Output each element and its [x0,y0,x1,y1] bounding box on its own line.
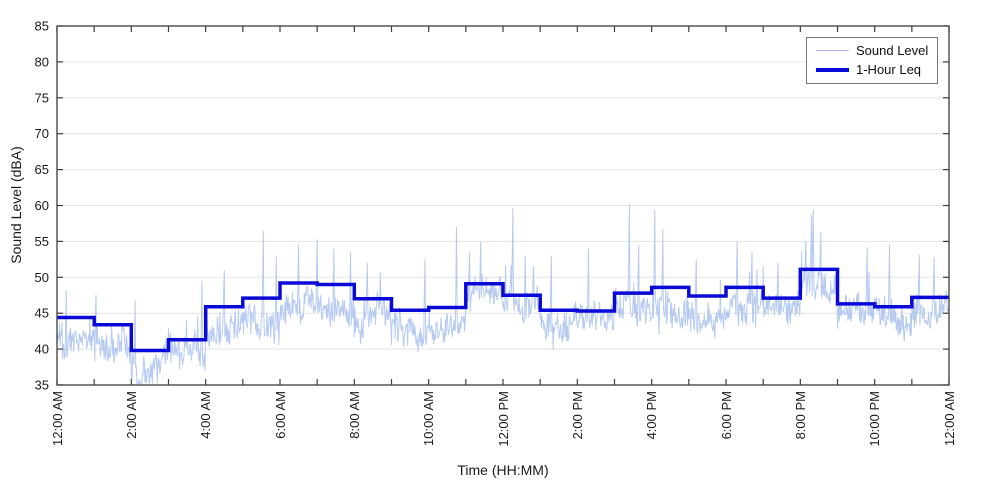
y-tick-label: 60 [35,198,49,213]
x-tick-label: 10:00 AM [421,391,437,446]
legend-item-sound-level: Sound Level [816,43,928,58]
x-tick-label: 6:00 PM [718,391,734,440]
y-tick-label: 55 [35,234,49,249]
x-tick-label: 2:00 PM [569,391,585,440]
y-tick-label: 50 [35,270,49,285]
x-tick-label: 12:00 AM [49,391,65,446]
y-tick-label: 75 [35,90,49,105]
legend-item-1-hour-leq: 1-Hour Leq [816,62,928,77]
x-tick-label: 4:00 AM [198,391,214,439]
legend-label-1-hour-leq: 1-Hour Leq [856,62,922,77]
y-tick-label: 85 [35,19,49,34]
x-tick-label: 4:00 PM [644,391,660,440]
x-tick-label: 10:00 PM [867,391,883,447]
x-tick-label: 6:00 AM [272,391,288,439]
x-tick-label: 12:00 PM [495,391,511,447]
x-tick-label: 2:00 AM [123,391,139,439]
legend-label-sound-level: Sound Level [856,43,929,58]
y-tick-label: 45 [35,306,49,321]
x-tick-label: 8:00 PM [792,391,808,440]
x-tick-label: 12:00 AM [941,391,957,446]
x-axis-title: Time (HH:MM) [457,462,549,478]
y-tick-label: 65 [35,162,49,177]
leq-line-sample-icon [816,67,849,72]
sound-level-line-sample-icon [816,50,849,51]
y-tick-label: 40 [35,342,49,357]
y-axis-title-text: Sound Level (dBA) [8,146,24,264]
y-tick-label: 80 [35,54,49,69]
leq-series [57,267,949,353]
y-tick-label: 70 [35,126,49,141]
axes-box [56,25,950,386]
legend: Sound Level 1-Hour Leq [806,37,939,84]
x-tick-label: 8:00 AM [346,391,362,439]
y-tick-label: 35 [35,378,49,393]
